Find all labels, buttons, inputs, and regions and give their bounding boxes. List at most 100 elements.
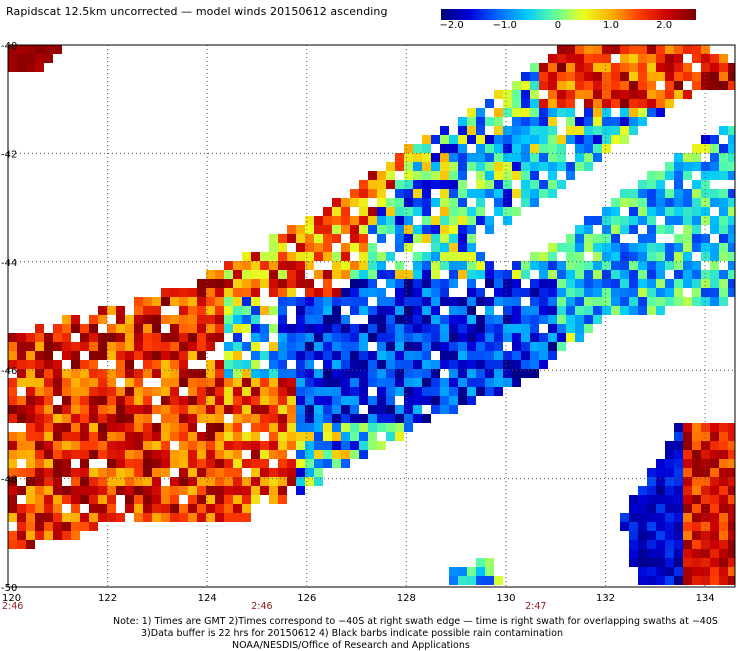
wind-cell <box>458 351 467 360</box>
wind-cell <box>143 414 152 423</box>
wind-cell <box>8 414 17 423</box>
wind-cell <box>8 333 17 342</box>
wind-cell <box>188 450 197 459</box>
wind-cell <box>728 423 735 432</box>
wind-cell <box>620 189 629 198</box>
wind-cell <box>548 108 557 117</box>
wind-cell <box>89 333 98 342</box>
wind-cell <box>260 387 269 396</box>
wind-cell <box>386 414 395 423</box>
wind-cell <box>593 252 602 261</box>
wind-cell <box>116 342 125 351</box>
wind-cell <box>188 432 197 441</box>
wind-cell <box>674 297 683 306</box>
wind-cell <box>656 504 665 513</box>
wind-cell <box>656 72 665 81</box>
wind-cell <box>674 72 683 81</box>
wind-cell <box>485 360 494 369</box>
wind-cell <box>476 198 485 207</box>
wind-cell <box>278 333 287 342</box>
wind-cell <box>395 369 404 378</box>
wind-cell <box>665 549 674 558</box>
wind-cell <box>35 486 44 495</box>
wind-cell <box>530 108 539 117</box>
wind-cell <box>548 270 557 279</box>
wind-cell <box>215 468 224 477</box>
wind-cell <box>404 207 413 216</box>
wind-cell <box>404 144 413 153</box>
wind-cell <box>143 405 152 414</box>
wind-cell <box>539 306 548 315</box>
wind-cell <box>62 513 71 522</box>
wind-cell <box>197 450 206 459</box>
wind-cell <box>422 144 431 153</box>
wind-cell <box>674 234 683 243</box>
wind-cell <box>683 234 692 243</box>
wind-cell <box>143 477 152 486</box>
wind-cell <box>440 207 449 216</box>
wind-cell <box>656 90 665 99</box>
wind-cell <box>701 540 710 549</box>
wind-cell <box>134 513 143 522</box>
wind-cell <box>683 531 692 540</box>
wind-cell <box>233 378 242 387</box>
wind-cell <box>251 351 260 360</box>
wind-cell <box>35 504 44 513</box>
wind-cell <box>71 315 80 324</box>
wind-cell <box>521 81 530 90</box>
wind-cell <box>404 315 413 324</box>
latitude-label: -46 <box>1 366 17 377</box>
wind-cell <box>413 198 422 207</box>
wind-cell <box>134 351 143 360</box>
wind-cell <box>710 225 719 234</box>
wind-cell <box>413 234 422 243</box>
wind-cell <box>692 180 701 189</box>
wind-cell <box>179 405 188 414</box>
wind-cell <box>431 261 440 270</box>
wind-cell <box>710 243 719 252</box>
wind-cell <box>206 495 215 504</box>
wind-cell <box>431 270 440 279</box>
wind-cell <box>449 234 458 243</box>
wind-cell <box>683 486 692 495</box>
wind-cell <box>134 432 143 441</box>
wind-cell <box>512 171 521 180</box>
wind-cell <box>512 324 521 333</box>
colorbar <box>441 9 696 20</box>
wind-cell <box>215 270 224 279</box>
wind-cell <box>134 306 143 315</box>
wind-cell <box>53 405 62 414</box>
wind-cell <box>620 63 629 72</box>
wind-cell <box>584 243 593 252</box>
wind-cell <box>575 234 584 243</box>
wind-cell <box>17 441 26 450</box>
wind-cell <box>44 477 53 486</box>
wind-cell <box>422 306 431 315</box>
time-labels: 2:46 2:46 2:47 <box>2 601 546 612</box>
wind-cell <box>647 270 656 279</box>
wind-cell <box>98 477 107 486</box>
wind-cell <box>98 405 107 414</box>
wind-cell <box>602 63 611 72</box>
wind-cell <box>701 252 710 261</box>
wind-cell <box>116 351 125 360</box>
wind-cell <box>476 108 485 117</box>
wind-cell <box>674 513 683 522</box>
wind-cell <box>485 306 494 315</box>
wind-cell <box>611 81 620 90</box>
wind-cell <box>197 504 206 513</box>
wind-cell <box>242 414 251 423</box>
wind-cell <box>269 495 278 504</box>
wind-cell <box>197 288 206 297</box>
wind-cell <box>485 153 494 162</box>
wind-cell <box>674 540 683 549</box>
wind-cell <box>152 342 161 351</box>
wind-cell <box>287 333 296 342</box>
wind-cell <box>674 558 683 567</box>
wind-cell <box>638 522 647 531</box>
wind-cell <box>332 333 341 342</box>
wind-cell <box>260 486 269 495</box>
wind-cell <box>197 315 206 324</box>
wind-cell <box>242 378 251 387</box>
wind-cell <box>683 567 692 576</box>
